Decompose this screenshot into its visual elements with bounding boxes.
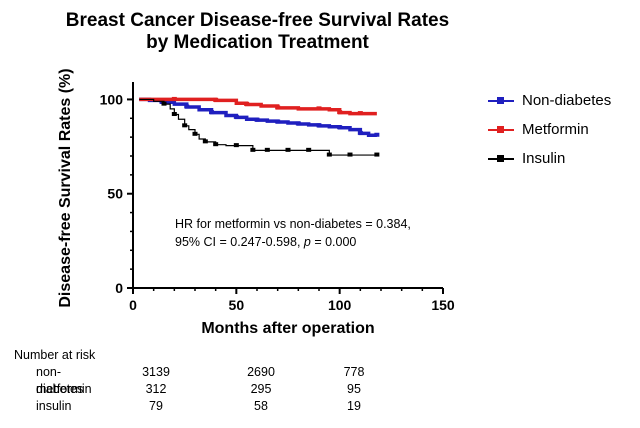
p-value-text: = 0.000 [310, 235, 357, 249]
risk-table: Number at risk non-diabetes 3139 2690 778 me… [14, 347, 364, 415]
axes: 0 50 100 150 0 50 100 [100, 82, 455, 313]
hazard-ratio-line-1: HR for metformin vs non-diabetes = 0.384… [175, 217, 411, 231]
y-tick-label-1: 50 [107, 186, 123, 202]
censor-mark-insulin [285, 147, 291, 152]
censor-mark-metformin [213, 97, 219, 102]
censor-mark-insulin [233, 143, 239, 148]
legend-item-non-diabetes: Non-diabetes [488, 86, 611, 115]
legend-item-insulin: Insulin [488, 144, 611, 173]
censor-mark-non-diabetes [337, 125, 343, 130]
censor-mark-metformin [244, 102, 250, 107]
risk-value: 778 [343, 365, 365, 379]
censor-mark-insulin [171, 112, 177, 117]
censor-mark-insulin [182, 123, 188, 128]
censor-mark-non-diabetes [209, 110, 215, 115]
legend-swatch-insulin [488, 152, 514, 166]
y-tick-label-0: 0 [115, 280, 123, 296]
chart-title: Breast Cancer Disease-free Survival Rate… [0, 10, 515, 54]
ci-text: 95% CI = 0.247-0.598, [175, 235, 304, 249]
censor-mark-metformin [171, 96, 177, 101]
risk-value: 295 [250, 382, 272, 396]
x-tick-label-3: 150 [431, 297, 455, 313]
p-symbol: p [303, 235, 311, 249]
censor-mark-metformin [357, 111, 363, 116]
risk-row-insulin: insulin 79 58 19 [14, 398, 361, 415]
y-tick-label-2: 100 [100, 91, 124, 107]
legend-label-non-diabetes: Non-diabetes [522, 92, 612, 109]
censor-mark-insulin [161, 101, 167, 106]
risk-value: 58 [254, 399, 268, 413]
censor-mark-metformin [275, 105, 281, 110]
censor-mark-non-diabetes [254, 117, 260, 122]
censor-mark-insulin [213, 142, 219, 147]
censor-mark-insulin [347, 152, 353, 157]
censor-mark-insulin [326, 152, 332, 157]
legend-label-metformin: Metformin [522, 121, 589, 138]
series-layer [139, 96, 380, 157]
censor-mark-insulin [264, 147, 270, 152]
risk-table-title: Number at risk [14, 348, 96, 362]
censor-mark-non-diabetes [233, 114, 239, 119]
legend-item-metformin: Metformin [488, 115, 611, 144]
censor-mark-insulin [306, 147, 312, 152]
risk-value: 2690 [247, 365, 275, 379]
risk-value: 19 [347, 399, 361, 413]
risk-value: 95 [347, 382, 361, 396]
chart-title-line-2: by Medication Treatment [146, 32, 369, 53]
censor-mark-non-diabetes [357, 130, 363, 135]
risk-row-non-diabetes: non-diabetes 3139 2690 778 [14, 364, 364, 396]
risk-row-label: insulin [36, 399, 72, 413]
x-axis-label: Months after operation [201, 320, 375, 337]
censor-mark-non-diabetes [374, 132, 380, 137]
censor-mark-non-diabetes [184, 104, 190, 109]
legend-label-insulin: Insulin [522, 150, 566, 167]
y-axis-label: Disease-free Survival Rates (%) [57, 68, 74, 308]
x-tick-label-1: 50 [229, 297, 245, 313]
censor-mark-non-diabetes [316, 123, 322, 128]
risk-value: 79 [149, 399, 163, 413]
censor-mark-insulin [374, 152, 380, 157]
legend-swatch-non-diabetes [488, 94, 514, 108]
hazard-ratio-line-2: 95% CI = 0.247-0.598, p = 0.000 [175, 233, 411, 251]
censor-mark-insulin [250, 147, 256, 152]
risk-row-label: metformin [36, 382, 92, 396]
risk-row-metformin: metformin 312 295 95 [14, 381, 361, 398]
risk-value: 312 [145, 382, 167, 396]
censor-mark-non-diabetes [295, 121, 301, 126]
censor-mark-metformin [316, 106, 322, 111]
x-tick-label-2: 100 [328, 297, 352, 313]
censor-mark-non-diabetes [275, 119, 281, 124]
legend-swatch-metformin [488, 123, 514, 137]
chart-title-line-1: Breast Cancer Disease-free Survival Rate… [65, 10, 450, 31]
hazard-ratio-annotation: HR for metformin vs non-diabetes = 0.384… [175, 215, 411, 251]
censor-mark-insulin [192, 131, 198, 136]
risk-row-label: non-diabetes [36, 365, 84, 396]
legend: Non-diabetes Metformin Insulin [488, 86, 611, 173]
censor-mark-metformin [337, 110, 343, 115]
risk-value: 3139 [142, 365, 170, 379]
x-tick-label-0: 0 [129, 297, 137, 313]
censor-mark-insulin [202, 139, 208, 144]
